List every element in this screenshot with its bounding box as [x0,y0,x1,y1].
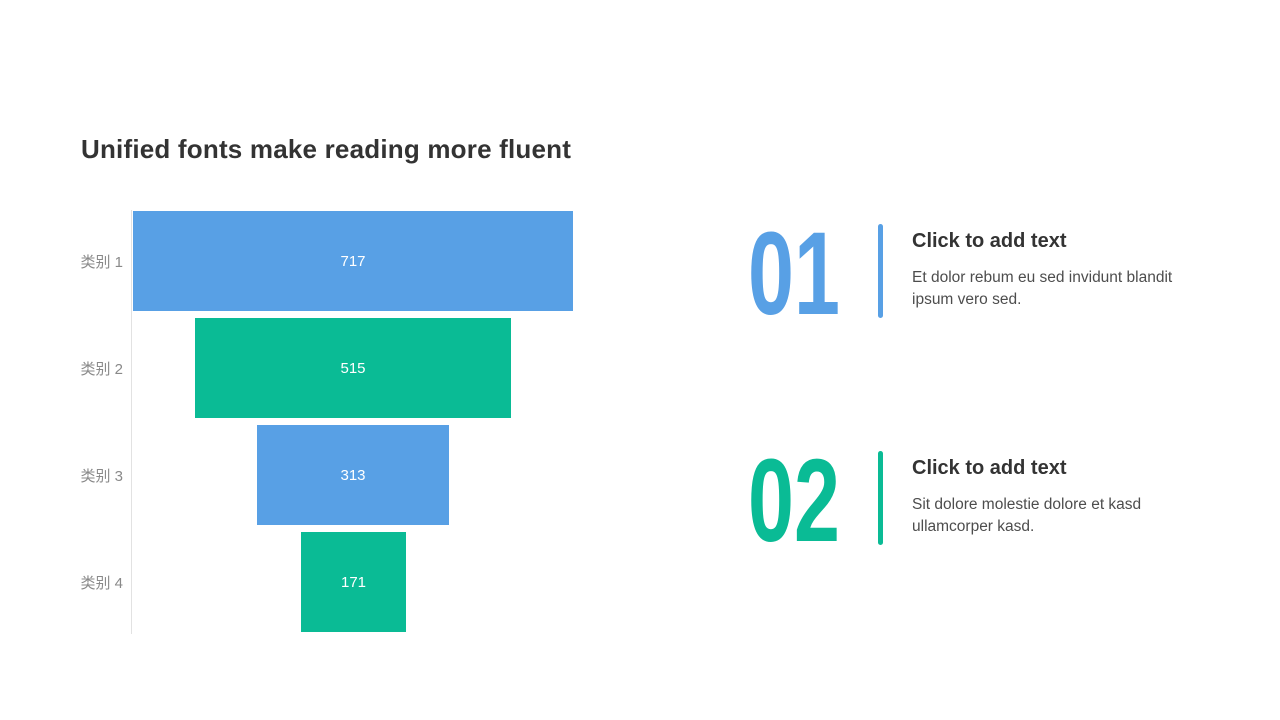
y-axis-line [131,210,132,634]
bar-value-label: 717 [340,252,366,270]
bar-value-label: 313 [340,466,366,484]
funnel-row: 类别 1 717 [70,211,630,311]
funnel-row: 类别 4 171 [70,532,630,632]
funnel-bar[interactable]: 515 [195,318,511,418]
item-body-2: Sit dolore molestie dolore et kasd ullam… [912,496,1142,535]
item-divider-1 [878,224,883,318]
numbered-item-1: 01 Click to add text Et dolor rebum eu s… [746,208,1216,340]
funnel-bar[interactable]: 313 [257,425,449,525]
funnel-chart[interactable]: 类别 1 717 类别 2 515 类别 3 313 类别 4 171 [70,205,630,640]
funnel-bar[interactable]: 171 [301,532,406,632]
funnel-row: 类别 2 515 [70,318,630,418]
category-label: 类别 3 [80,467,123,485]
bar-value-label: 171 [340,573,367,591]
bar-value-label: 515 [340,359,366,377]
item-text-2: Click to add text Sit dolore molestie do… [912,455,1198,538]
slide-title: Unified fonts make reading more fluent [81,134,572,164]
category-label: 类别 1 [80,253,123,271]
category-label: 类别 4 [80,574,123,592]
item-heading-placeholder-2[interactable]: Click to add text [912,457,1067,479]
funnel-bar[interactable]: 717 [133,211,573,311]
category-label: 类别 2 [80,360,123,378]
item-text-1: Click to add text Et dolor rebum eu sed … [912,228,1198,311]
item-number-1: 01 [748,208,840,340]
item-number-2: 02 [748,435,840,567]
item-heading-placeholder-1[interactable]: Click to add text [912,230,1067,252]
item-divider-2 [878,451,883,545]
item-body-1: Et dolor rebum eu sed invidunt blandit i… [912,269,1173,308]
funnel-row: 类别 3 313 [70,425,630,525]
numbered-item-2: 02 Click to add text Sit dolore molestie… [746,435,1216,567]
